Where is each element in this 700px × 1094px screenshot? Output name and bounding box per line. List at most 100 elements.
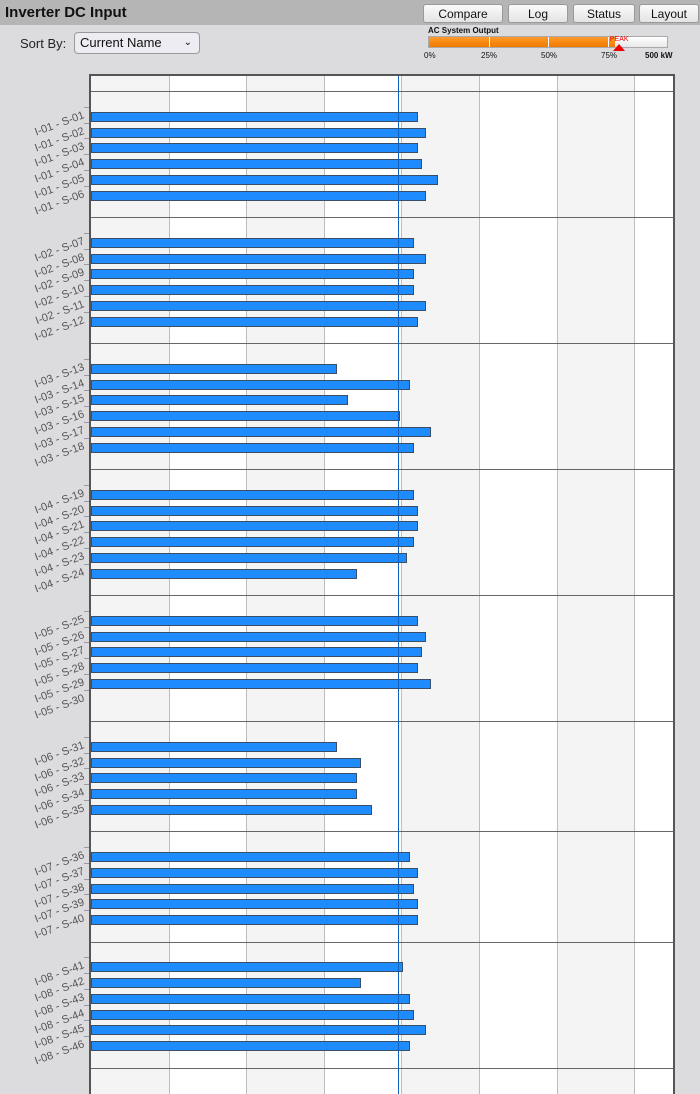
axis-tick xyxy=(84,973,89,974)
grid-line xyxy=(401,76,403,1094)
header-bar: Inverter DC Input Compare Log Status Lay… xyxy=(0,0,700,25)
reference-line xyxy=(397,76,399,1094)
log-button[interactable]: Log xyxy=(508,4,568,23)
bar xyxy=(91,741,337,752)
axis-tick xyxy=(84,185,89,187)
bar xyxy=(91,789,357,799)
peak-label: PEAK xyxy=(609,36,629,43)
status-button[interactable]: Status xyxy=(573,4,635,23)
bar xyxy=(91,852,411,862)
axis-tick xyxy=(84,295,89,297)
bar xyxy=(91,568,357,579)
bar xyxy=(91,159,423,169)
grid-band xyxy=(556,76,635,1094)
axis-tick xyxy=(84,752,89,754)
axis-tick xyxy=(84,484,89,486)
gauge-tick: 75% xyxy=(601,51,618,60)
axis-tick xyxy=(84,232,89,234)
bar xyxy=(91,316,419,327)
bar xyxy=(91,127,426,138)
bar xyxy=(91,647,423,658)
bar xyxy=(91,962,404,973)
axis-tick xyxy=(84,799,89,801)
grid-line xyxy=(246,76,248,1094)
sort-select[interactable]: Current Name ⌄ xyxy=(74,32,200,54)
axis-tick xyxy=(84,311,89,313)
bar xyxy=(91,552,407,563)
bar xyxy=(91,883,415,894)
axis-tick xyxy=(84,610,89,612)
bar xyxy=(91,1041,411,1051)
gauge-tick: 0% xyxy=(424,51,436,60)
layout-button[interactable]: Layout xyxy=(639,4,699,23)
bar xyxy=(91,442,415,453)
axis-tick xyxy=(84,658,89,659)
axis-tick xyxy=(84,406,89,407)
gauge-title: AC System Output xyxy=(428,26,499,35)
axis-tick xyxy=(84,768,89,770)
group-separator xyxy=(91,831,673,833)
axis-tick xyxy=(84,374,89,376)
grid-line xyxy=(634,76,636,1094)
axis-tick xyxy=(84,626,89,628)
chevron-down-icon: ⌄ xyxy=(183,37,192,48)
bar xyxy=(91,915,419,925)
bar xyxy=(91,505,419,516)
compare-button[interactable]: Compare xyxy=(423,4,503,23)
bar xyxy=(91,615,419,626)
bar xyxy=(91,426,431,437)
axis-tick xyxy=(84,1004,89,1006)
axis-tick xyxy=(84,390,89,392)
bar xyxy=(91,143,419,154)
bar xyxy=(91,978,361,988)
chart-plot-area xyxy=(89,74,675,1094)
axis-tick xyxy=(84,169,89,171)
bar xyxy=(91,285,415,295)
grid-line xyxy=(556,76,558,1094)
group-separator xyxy=(91,91,673,92)
axis-tick xyxy=(84,122,89,124)
axis-tick xyxy=(84,1036,89,1037)
axis-tick xyxy=(84,910,89,911)
bar xyxy=(91,899,419,910)
axis-tick xyxy=(84,878,89,880)
bar xyxy=(91,1025,426,1036)
axis-tick xyxy=(84,264,89,266)
group-separator xyxy=(91,217,673,218)
bar xyxy=(91,489,415,500)
bar xyxy=(91,804,372,815)
bar xyxy=(91,678,431,689)
axis-tick xyxy=(84,358,89,360)
bar xyxy=(91,190,426,201)
bar xyxy=(91,395,349,406)
bar xyxy=(91,300,426,311)
axis-tick xyxy=(84,138,89,140)
axis-tick xyxy=(84,280,89,281)
gauge-fill xyxy=(429,37,615,47)
axis-tick xyxy=(84,642,89,644)
axis-tick xyxy=(84,988,89,990)
axis-tick xyxy=(84,673,89,675)
axis-tick xyxy=(84,154,89,155)
bar xyxy=(91,663,419,673)
grid-line xyxy=(168,76,170,1094)
gauge-divider xyxy=(607,37,609,47)
bar xyxy=(91,631,426,642)
sort-selected-value: Current Name xyxy=(80,35,162,50)
axis-tick xyxy=(84,106,89,108)
bar xyxy=(91,773,357,784)
bar xyxy=(91,174,439,185)
axis-tick xyxy=(84,248,89,250)
bar xyxy=(91,411,400,421)
axis-tick xyxy=(84,894,89,896)
axis-tick xyxy=(84,784,89,785)
grid-line xyxy=(479,76,480,1094)
gauge-max-label: 500 kW xyxy=(645,51,673,60)
ac-output-gauge: PEAK xyxy=(428,36,668,51)
bar xyxy=(91,253,426,264)
axis-tick xyxy=(84,862,89,864)
group-separator xyxy=(91,941,673,943)
axis-tick xyxy=(84,437,89,439)
bar xyxy=(91,1009,415,1020)
axis-tick xyxy=(84,563,89,565)
